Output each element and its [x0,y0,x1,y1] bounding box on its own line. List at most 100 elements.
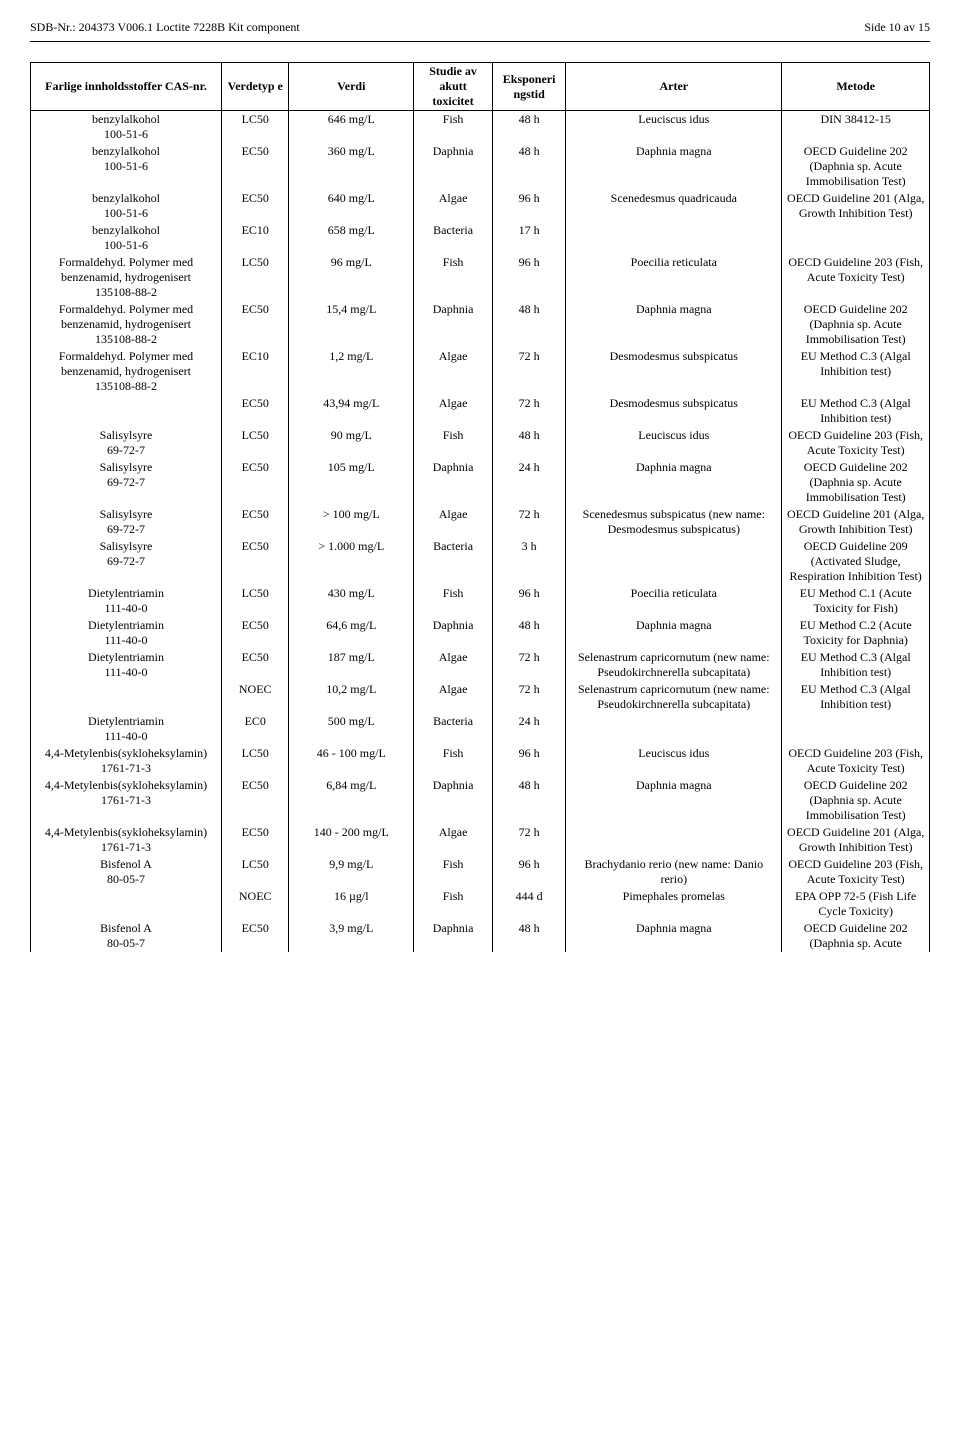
cell: Desmodesmus subspicatus [566,348,782,395]
cell: EPA OPP 72-5 (Fish Life Cycle Toxicity) [782,888,930,920]
cell: EC50 [222,538,289,585]
cell: Bacteria [414,713,493,745]
cell: EC50 [222,617,289,649]
cell: Fish [414,111,493,144]
cell: 1,2 mg/L [289,348,414,395]
cell: Bisfenol A 80-05-7 [31,856,222,888]
cell: EU Method C.3 (Algal Inhibition test) [782,395,930,427]
cell: Daphnia magna [566,143,782,190]
cell: EC50 [222,920,289,952]
cell: 48 h [493,301,566,348]
table-row: Bisfenol A 80-05-7EC503,9 mg/LDaphnia48 … [31,920,930,952]
cell: Algae [414,348,493,395]
cell: 72 h [493,506,566,538]
cell: 96 h [493,254,566,301]
table-row: Formaldehyd. Polymer med benzenamid, hyd… [31,254,930,301]
cell: OECD Guideline 209 (Activated Sludge, Re… [782,538,930,585]
cell: EC50 [222,649,289,681]
cell: Scenedesmus quadricauda [566,190,782,222]
table-row: 4,4-Metylenbis(sykloheksylamin) 1761-71-… [31,777,930,824]
cell: Scenedesmus subspicatus (new name: Desmo… [566,506,782,538]
cell [31,395,222,427]
cell: 9,9 mg/L [289,856,414,888]
cell: 4,4-Metylenbis(sykloheksylamin) 1761-71-… [31,745,222,777]
cell [782,713,930,745]
cell: 24 h [493,713,566,745]
cell: EC10 [222,222,289,254]
cell: EC50 [222,824,289,856]
cell: 90 mg/L [289,427,414,459]
cell: EC0 [222,713,289,745]
cell: 72 h [493,824,566,856]
cell: 48 h [493,143,566,190]
cell: Pimephales promelas [566,888,782,920]
table-header-row: Farlige innholdsstoffer CAS-nr. Verdetyp… [31,63,930,111]
cell [566,538,782,585]
cell: Daphnia [414,617,493,649]
cell: 187 mg/L [289,649,414,681]
cell: Salisylsyre 69-72-7 [31,538,222,585]
cell: LC50 [222,856,289,888]
cell: Algae [414,649,493,681]
cell: > 100 mg/L [289,506,414,538]
cell: EC50 [222,190,289,222]
cell: OECD Guideline 202 (Daphnia sp. Acute Im… [782,777,930,824]
cell: NOEC [222,888,289,920]
cell: 444 d [493,888,566,920]
col-header: Arter [566,63,782,111]
cell: 72 h [493,649,566,681]
cell: OECD Guideline 203 (Fish, Acute Toxicity… [782,745,930,777]
table-row: Salisylsyre 69-72-7LC5090 mg/LFish48 hLe… [31,427,930,459]
cell: Leuciscus idus [566,427,782,459]
cell: Daphnia [414,920,493,952]
table-row: benzylalkohol 100-51-6EC10658 mg/LBacter… [31,222,930,254]
cell: OECD Guideline 203 (Fish, Acute Toxicity… [782,856,930,888]
cell: OECD Guideline 203 (Fish, Acute Toxicity… [782,254,930,301]
cell: Algae [414,824,493,856]
cell: Daphnia magna [566,459,782,506]
cell: EC50 [222,777,289,824]
cell: 10,2 mg/L [289,681,414,713]
cell: benzylalkohol 100-51-6 [31,143,222,190]
cell: LC50 [222,745,289,777]
cell: 16 µg/l [289,888,414,920]
cell: 96 h [493,856,566,888]
cell: 48 h [493,427,566,459]
cell: EC50 [222,395,289,427]
cell [566,222,782,254]
cell: LC50 [222,585,289,617]
cell: Fish [414,888,493,920]
table-row: Bisfenol A 80-05-7LC509,9 mg/LFish96 hBr… [31,856,930,888]
cell: Daphnia [414,459,493,506]
cell: 43,94 mg/L [289,395,414,427]
table-row: benzylalkohol 100-51-6EC50360 mg/LDaphni… [31,143,930,190]
cell: OECD Guideline 203 (Fish, Acute Toxicity… [782,427,930,459]
cell: Algae [414,681,493,713]
cell: EC10 [222,348,289,395]
cell: 96 h [493,585,566,617]
cell: DIN 38412-15 [782,111,930,144]
table-row: Dietylentriamin 111-40-0EC5064,6 mg/LDap… [31,617,930,649]
cell: OECD Guideline 202 (Daphnia sp. Acute Im… [782,301,930,348]
cell: Salisylsyre 69-72-7 [31,506,222,538]
cell: Brachydanio rerio (new name: Danio rerio… [566,856,782,888]
cell: NOEC [222,681,289,713]
cell: Formaldehyd. Polymer med benzenamid, hyd… [31,254,222,301]
cell: Selenastrum capricornutum (new name: Pse… [566,681,782,713]
cell: EU Method C.3 (Algal Inhibition test) [782,348,930,395]
cell: Daphnia [414,301,493,348]
cell: 96 h [493,190,566,222]
cell: benzylalkohol 100-51-6 [31,222,222,254]
cell: OECD Guideline 201 (Alga, Growth Inhibit… [782,506,930,538]
cell: EU Method C.2 (Acute Toxicity for Daphni… [782,617,930,649]
cell: 96 h [493,745,566,777]
cell: 4,4-Metylenbis(sykloheksylamin) 1761-71-… [31,777,222,824]
table-row: NOEC16 µg/lFish444 dPimephales promelasE… [31,888,930,920]
table-row: 4,4-Metylenbis(sykloheksylamin) 1761-71-… [31,745,930,777]
cell: Daphnia magna [566,617,782,649]
cell: EU Method C.3 (Algal Inhibition test) [782,681,930,713]
cell [566,713,782,745]
cell: Formaldehyd. Polymer med benzenamid, hyd… [31,301,222,348]
table-row: benzylalkohol 100-51-6EC50640 mg/LAlgae9… [31,190,930,222]
cell: Poecilia reticulata [566,585,782,617]
